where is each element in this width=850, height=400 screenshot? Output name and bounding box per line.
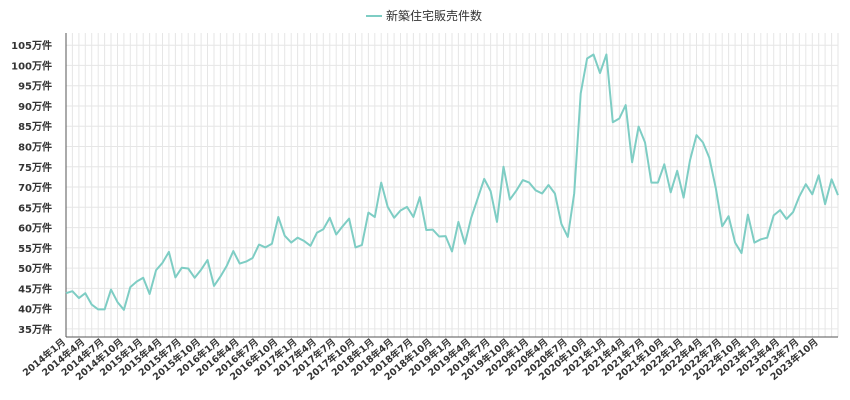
y-tick-label: 105万件 — [11, 39, 52, 52]
legend-label-sales: 新築住宅販売件数 — [386, 8, 482, 23]
y-tick-label: 65万件 — [18, 201, 52, 214]
x-axis-ticks: 2014年1月2014年4月2014年7月2014年10月2015年1月2015… — [20, 336, 820, 383]
y-tick-label: 60万件 — [18, 222, 52, 235]
legend[interactable]: 新築住宅販売件数 — [366, 8, 482, 23]
y-tick-label: 45万件 — [18, 282, 52, 295]
y-tick-label: 50万件 — [18, 262, 52, 275]
grid — [65, 33, 839, 338]
y-tick-label: 100万件 — [11, 59, 52, 72]
y-tick-label: 40万件 — [18, 303, 52, 316]
y-tick-label: 75万件 — [18, 161, 52, 174]
y-tick-label: 80万件 — [18, 141, 52, 154]
y-tick-label: 90万件 — [18, 100, 52, 113]
y-axis-ticks: 35万件 40万件 45万件 50万件 55万件 60万件 65万件 70万件 75万件 80万件… — [11, 39, 52, 336]
y-tick-label: 95万件 — [18, 80, 52, 93]
series-line-sales — [65, 53, 839, 311]
y-tick-label: 85万件 — [18, 120, 52, 133]
y-tick-label: 35万件 — [18, 323, 52, 336]
y-tick-label: 70万件 — [18, 181, 52, 194]
y-tick-label: 55万件 — [18, 242, 52, 255]
